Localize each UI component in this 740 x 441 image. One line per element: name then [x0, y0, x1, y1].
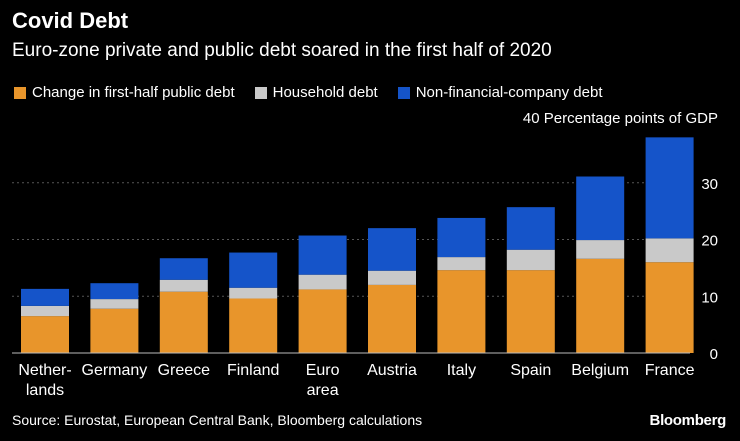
chart-subtitle: Euro-zone private and public debt soared…	[12, 40, 552, 61]
x-tick-label-line: Greece	[158, 362, 211, 379]
legend-item-nfc: Non-financial-company debt	[397, 84, 603, 101]
x-tick-label-line: Belgium	[571, 362, 629, 379]
legend-label-public: Change in first-half public debt	[32, 84, 235, 101]
x-tick-label: Spain	[510, 362, 551, 379]
bar-segment	[159, 291, 208, 353]
bar-segment	[159, 279, 208, 292]
x-tick-label-line: Nether-	[18, 362, 71, 379]
x-tick-label-line: Italy	[447, 362, 476, 379]
bar-segment	[90, 299, 139, 309]
x-tick-label-line: Austria	[367, 362, 417, 379]
x-tick-label-line: Finland	[227, 362, 279, 379]
x-tick-label: Belgium	[571, 362, 629, 379]
bar-segment	[368, 270, 416, 285]
bar-segment	[298, 289, 347, 353]
bar-segment	[368, 284, 416, 353]
legend-item-household: Household debt	[254, 84, 378, 101]
x-tick-label-line: area	[307, 382, 339, 399]
y-tick-label: 10	[701, 289, 718, 306]
x-tick-label: Germany	[82, 362, 148, 379]
y-axis-unit-label: 40 Percentage points of GDP	[522, 110, 718, 127]
bloomberg-logo: Bloomberg	[649, 412, 727, 429]
bar-segment	[437, 270, 486, 353]
x-tick-label: Finland	[227, 362, 279, 379]
bar-segment	[21, 305, 69, 317]
bar-segment	[437, 257, 486, 271]
legend: Change in first-half public debt Househo…	[14, 84, 603, 101]
y-tick-label: 0	[710, 346, 718, 363]
legend-swatch-public	[14, 86, 26, 99]
bar-segment	[229, 252, 278, 288]
bar-segment	[645, 238, 694, 263]
x-tick-label-line: Euro	[306, 362, 340, 379]
y-tick-label: 30	[701, 176, 718, 193]
bar-segment	[90, 308, 139, 353]
legend-swatch-household	[254, 86, 267, 99]
bar-segment	[576, 258, 625, 353]
bar-segment	[229, 298, 278, 353]
bar-segment	[506, 270, 555, 353]
bar-segment	[159, 258, 208, 280]
legend-item-public: Change in first-half public debt	[14, 84, 235, 101]
bar-segment	[645, 262, 694, 353]
x-tick-label: Nether-lands	[18, 362, 71, 399]
x-tick-label: Greece	[158, 362, 211, 379]
bar-segment	[21, 288, 69, 306]
x-tick-label-line: lands	[26, 382, 64, 399]
bar-segment	[576, 240, 625, 259]
source-note: Source: Eurostat, European Central Bank,…	[12, 412, 423, 428]
legend-label-household: Household debt	[272, 84, 378, 101]
chart-title: Covid Debt	[12, 8, 129, 33]
bar-segment	[298, 235, 347, 275]
legend-swatch-nfc	[397, 86, 410, 99]
bar-segment	[506, 207, 555, 250]
x-tick-label-line: Spain	[510, 362, 551, 379]
bar-segment	[298, 274, 347, 290]
bar-segment	[90, 283, 139, 300]
x-tick-label: Austria	[367, 362, 417, 379]
y-tick-label: 20	[701, 233, 718, 250]
x-tick-label: Italy	[447, 362, 476, 379]
bar-segment	[506, 249, 555, 271]
bar-segment	[576, 176, 625, 241]
x-tick-label-line: France	[645, 362, 695, 379]
bar-segment	[368, 228, 416, 271]
bar-segment	[437, 217, 486, 258]
bar-segment	[229, 287, 278, 299]
x-tick-label: Euro area	[306, 362, 340, 399]
x-tick-label: France	[645, 362, 695, 379]
bar-segment	[21, 316, 69, 353]
legend-label-nfc: Non-financial-company debt	[415, 84, 603, 101]
x-tick-label-line: Germany	[82, 362, 148, 379]
bar-segment	[645, 137, 694, 239]
